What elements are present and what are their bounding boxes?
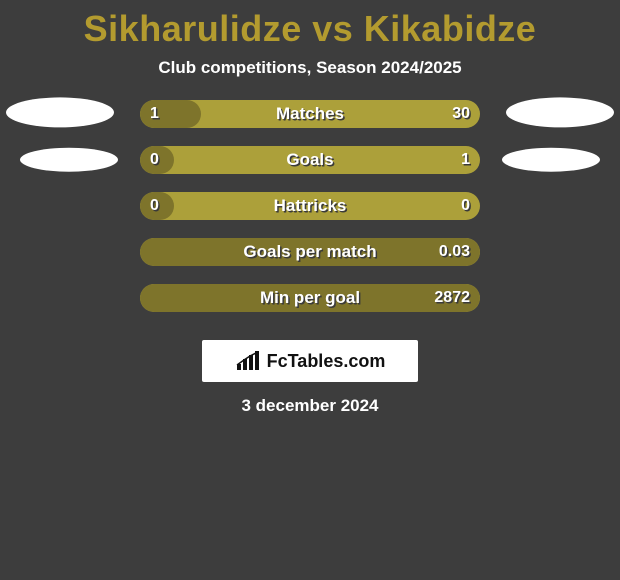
stat-bar-bg xyxy=(140,284,480,312)
comparison-card: Sikharulidze vs Kikabidze Club competiti… xyxy=(0,0,620,580)
stat-rows: Matches130 Goals01 Hattricks00 Goals per ma… xyxy=(0,96,620,326)
subtitle: Club competitions, Season 2024/2025 xyxy=(0,52,620,96)
bars-icon xyxy=(235,350,261,372)
stat-bar-bg xyxy=(140,146,480,174)
right-marker-ellipse xyxy=(502,148,600,172)
stat-bar-fill xyxy=(140,146,174,174)
stat-bar: Goals01 xyxy=(140,146,480,174)
right-marker-ellipse xyxy=(506,97,614,127)
stat-bar-fill xyxy=(140,284,480,312)
left-marker-ellipse xyxy=(6,97,114,127)
date-line: 3 december 2024 xyxy=(0,382,620,416)
stat-bar: Matches130 xyxy=(140,100,480,128)
stat-row: Goals01 xyxy=(0,142,620,188)
stat-bar-bg xyxy=(140,192,480,220)
stat-bar: Min per goal2872 xyxy=(140,284,480,312)
stat-bar-fill xyxy=(140,100,201,128)
stat-row: Goals per match0.03 xyxy=(0,234,620,280)
left-marker-ellipse xyxy=(20,148,118,172)
stat-bar: Hattricks00 xyxy=(140,192,480,220)
stat-bar-bg xyxy=(140,238,480,266)
stat-row: Min per goal2872 xyxy=(0,280,620,326)
source-badge-text: FcTables.com xyxy=(267,351,386,372)
stat-bar-fill xyxy=(140,192,174,220)
stat-bar: Goals per match0.03 xyxy=(140,238,480,266)
stat-row: Hattricks00 xyxy=(0,188,620,234)
stat-bar-fill xyxy=(140,238,480,266)
stat-bar-bg xyxy=(140,100,480,128)
page-title: Sikharulidze vs Kikabidze xyxy=(0,0,620,52)
source-badge: FcTables.com xyxy=(202,340,418,382)
stat-row: Matches130 xyxy=(0,96,620,142)
